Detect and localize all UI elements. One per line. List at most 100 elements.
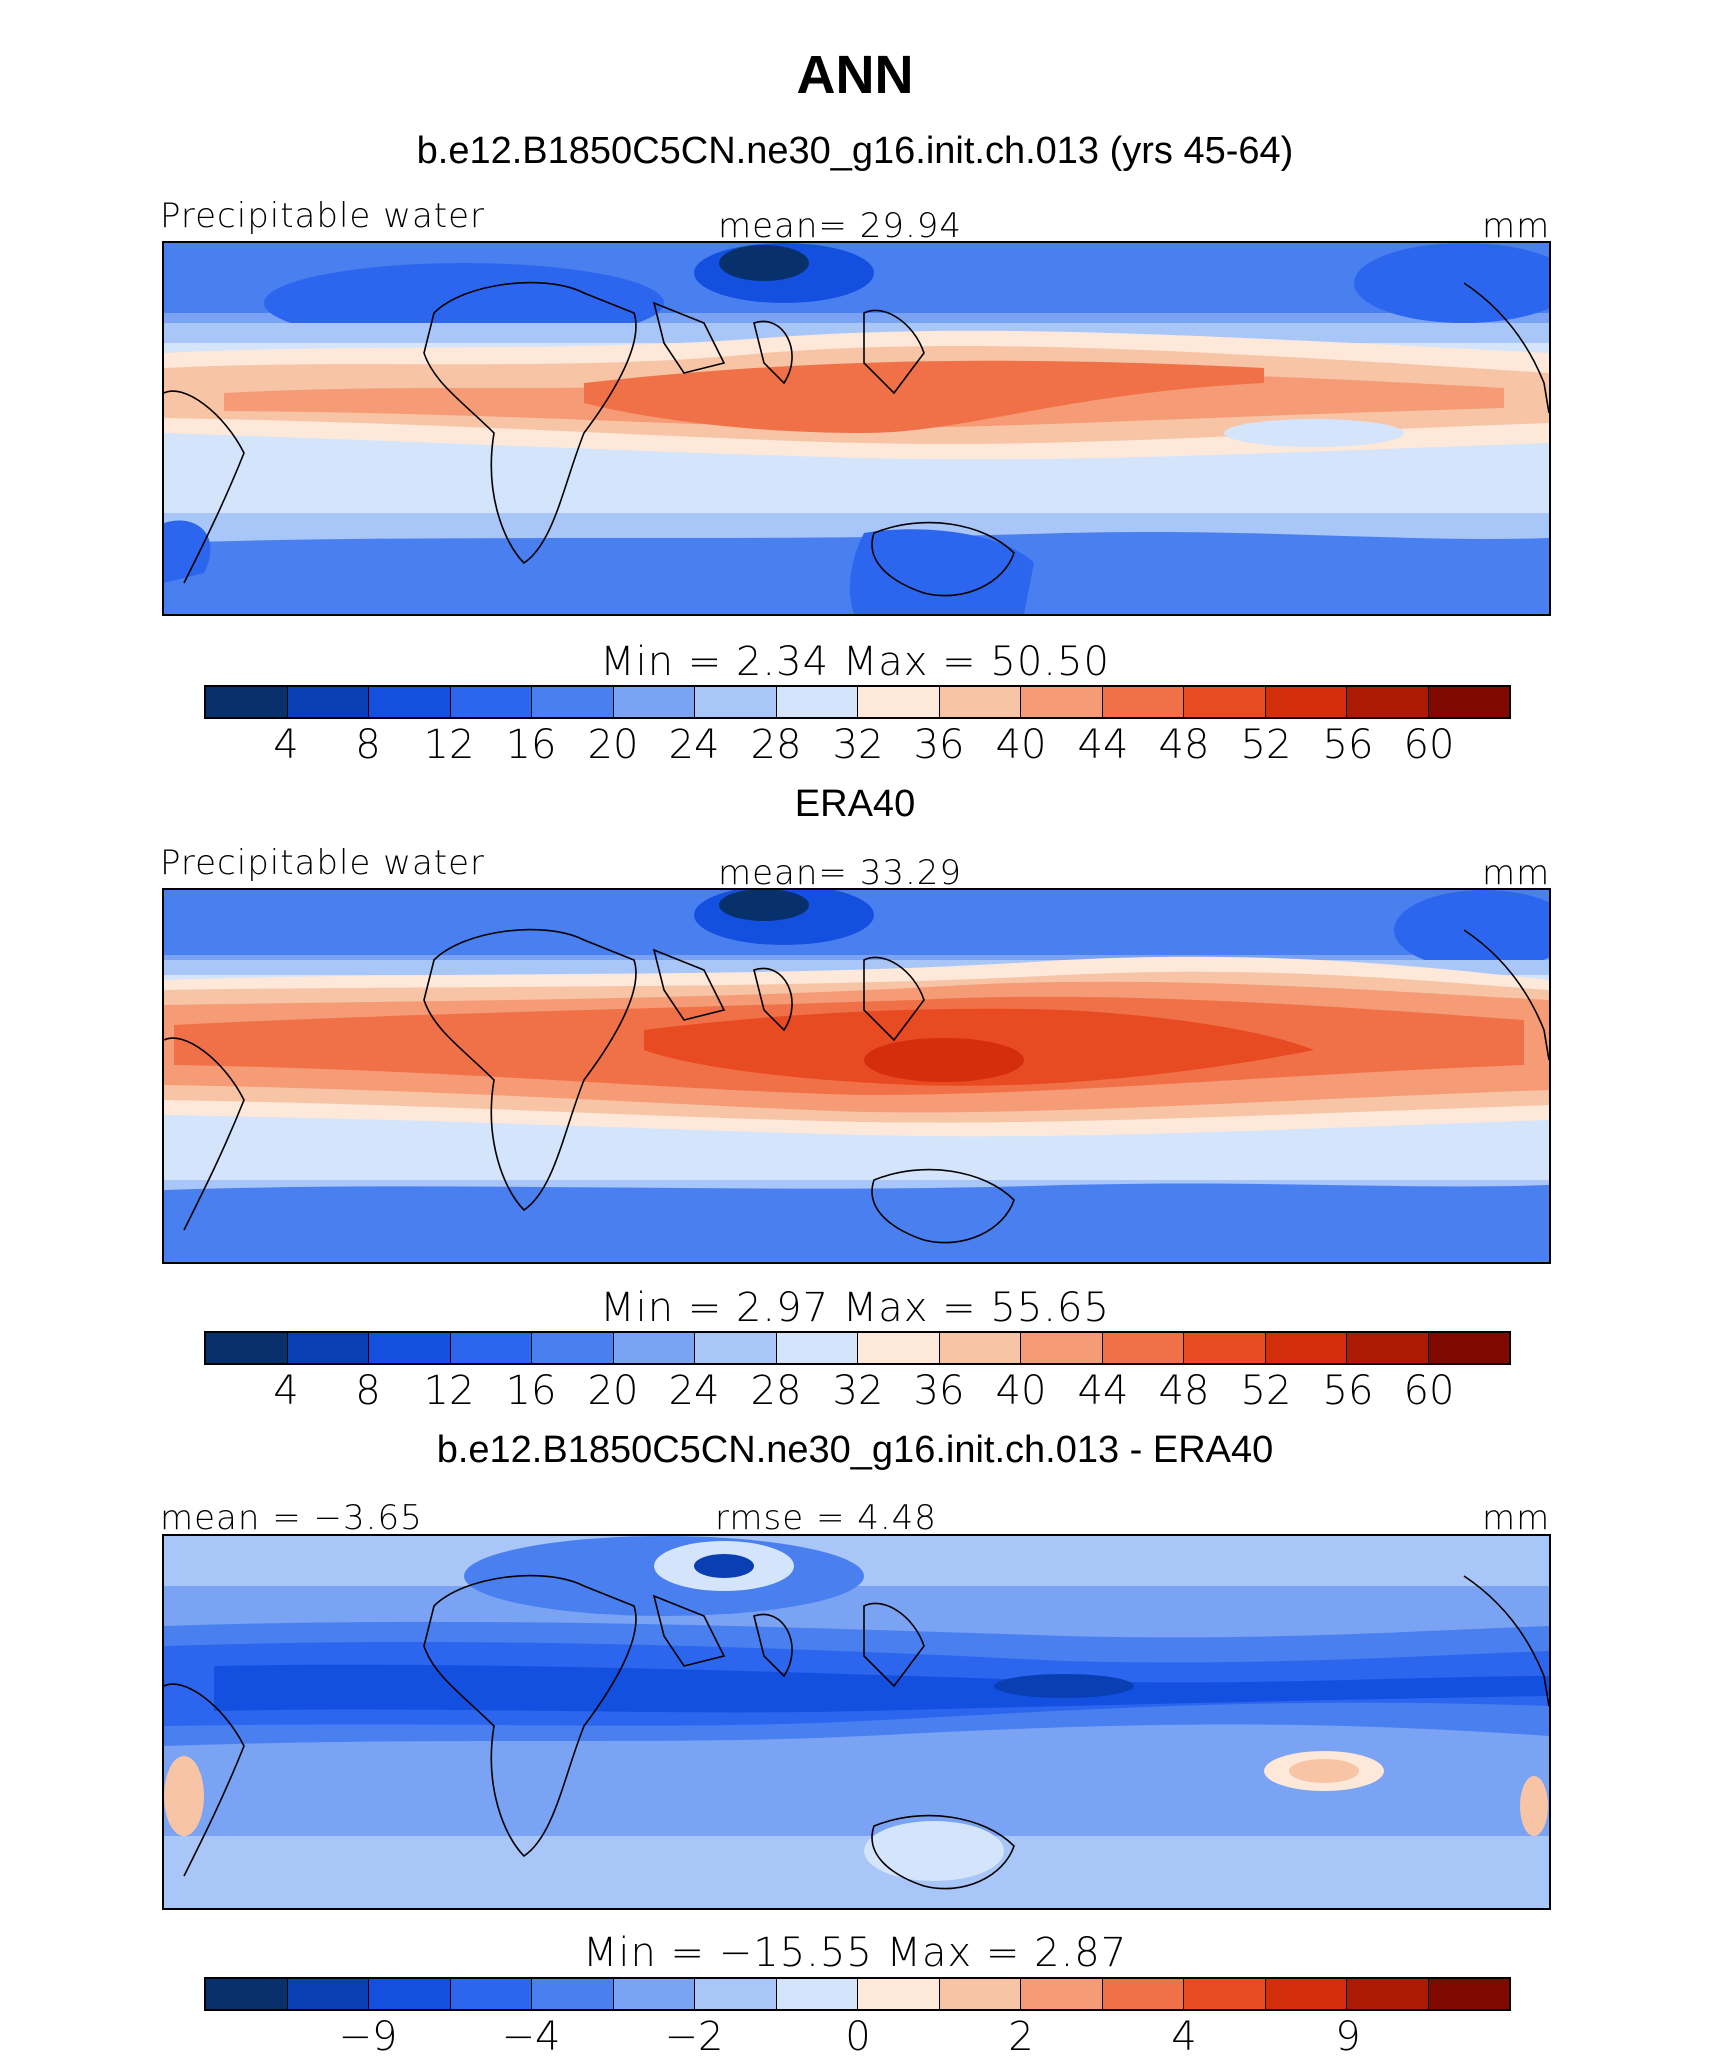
colorbar-bin (858, 1333, 940, 1363)
colorbar-bin (776, 687, 858, 717)
panel-1-min-max: Min = 2.34 Max = 50.50 (600, 639, 1110, 685)
colorbar-bin (1102, 1333, 1184, 1363)
colorbar-tick-label: 60 (1403, 1368, 1455, 1414)
colorbar-bin (1347, 687, 1429, 717)
colorbar-bin (450, 687, 532, 717)
colorbar-tick-label: 56 (1322, 1368, 1374, 1414)
panel-2-map-field (164, 890, 1549, 1262)
colorbar-bin (287, 1979, 369, 2009)
colorbar-bin (1347, 1979, 1429, 2009)
colorbar-tick-label: 32 (832, 722, 884, 768)
colorbar-tick-label: 40 (995, 722, 1047, 768)
colorbar-tick-label: 48 (1158, 722, 1210, 768)
colorbar-bin (695, 1333, 777, 1363)
panel-2-units-label: mm (1482, 853, 1551, 893)
colorbar-tick-label: 60 (1403, 722, 1455, 768)
colorbar-bin (369, 1333, 451, 1363)
colorbar-bin (532, 1333, 614, 1363)
panel-2-subtitle: ERA40 (794, 783, 916, 825)
colorbar-tick-label: 44 (1077, 1368, 1129, 1414)
colorbar-bin (1428, 1979, 1509, 2009)
colorbar-bin (532, 1979, 614, 2009)
colorbar-bin (287, 1333, 369, 1363)
colorbar-bin (1184, 687, 1266, 717)
panel-3-map (162, 1534, 1551, 1910)
colorbar-tick-label: 8 (355, 1368, 381, 1414)
colorbar-bin (939, 1979, 1021, 2009)
colorbar-bin (1021, 1333, 1103, 1363)
colorbar-tick-label: 28 (750, 722, 802, 768)
colorbar-tick-label: −4 (501, 2014, 561, 2060)
panel-2-min-max: Min = 2.97 Max = 55.65 (600, 1285, 1110, 1331)
colorbar-tick-label: 36 (913, 1368, 965, 1414)
colorbar-bin (450, 1333, 532, 1363)
colorbar-tick-label: 8 (355, 722, 381, 768)
colorbar-tick-label: 9 (1335, 2014, 1361, 2060)
colorbar-bin (776, 1333, 858, 1363)
colorbar-tick-label: 20 (587, 1368, 639, 1414)
colorbar-bin (1184, 1979, 1266, 2009)
colorbar-bin (776, 1979, 858, 2009)
colorbar-tick-label: 4 (273, 722, 299, 768)
colorbar-tick-label: 0 (845, 2014, 871, 2060)
panel-1-map (162, 241, 1551, 616)
colorbar-tick-label: −9 (338, 2014, 398, 2060)
colorbar-tick-label: 52 (1240, 722, 1292, 768)
colorbar-tick-label: 16 (505, 1368, 557, 1414)
colorbar-tick-label: 52 (1240, 1368, 1292, 1414)
panel-3-rmse-label: rmse = 4.48 (715, 1498, 937, 1538)
panel-1-colorbar-ticks: 4 8 12 16 20 24 28 32 36 40 44 48 52 56 … (0, 722, 1710, 772)
colorbar-bin (695, 1979, 777, 2009)
colorbar-bin (1021, 687, 1103, 717)
colorbar-bin (1102, 687, 1184, 717)
colorbar-tick-label: 24 (668, 1368, 720, 1414)
colorbar-tick-label: −2 (664, 2014, 724, 2060)
colorbar-bin (450, 1979, 532, 2009)
colorbar-tick-label: 20 (587, 722, 639, 768)
panel-1-subtitle: b.e12.B1850C5CN.ne30_g16.init.ch.013 (yr… (416, 130, 1294, 172)
panel-1-map-field (164, 243, 1549, 614)
colorbar-bin (1265, 1333, 1347, 1363)
panel-1-colorbar (204, 685, 1511, 719)
colorbar-bin (1265, 1979, 1347, 2009)
colorbar-tick-label: 48 (1158, 1368, 1210, 1414)
colorbar-bin (695, 687, 777, 717)
colorbar-bin (206, 687, 288, 717)
colorbar-bin (939, 1333, 1021, 1363)
colorbar-bin (287, 687, 369, 717)
colorbar-bin (206, 1333, 288, 1363)
panel-2-colorbar (204, 1331, 1511, 1365)
colorbar-tick-label: 40 (995, 1368, 1047, 1414)
colorbar-bin (369, 687, 451, 717)
colorbar-tick-label: 32 (832, 1368, 884, 1414)
colorbar-bin (532, 687, 614, 717)
colorbar-bin (206, 1979, 288, 2009)
colorbar-tick-label: 44 (1077, 722, 1129, 768)
colorbar-bin (858, 1979, 940, 2009)
colorbar-bin (1347, 1333, 1429, 1363)
panel-3-subtitle: b.e12.B1850C5CN.ne30_g16.init.ch.013 - E… (436, 1429, 1274, 1471)
colorbar-tick-label: 24 (668, 722, 720, 768)
colorbar-bin (1102, 1979, 1184, 2009)
panel-2-mean-label: mean= 33.29 (718, 853, 963, 893)
panel-1-variable-label: Precipitable water (160, 196, 486, 236)
panel-3-min-max: Min = −15.55 Max = 2.87 (582, 1930, 1128, 1976)
colorbar-tick-label: 16 (505, 722, 557, 768)
colorbar-bin (613, 1979, 695, 2009)
panel-3-mean-label: mean = −3.65 (160, 1498, 423, 1538)
panel-2-variable-label: Precipitable water (160, 843, 486, 883)
panel-2-map (162, 888, 1551, 1264)
colorbar-bin (1428, 687, 1509, 717)
colorbar-bin (1184, 1333, 1266, 1363)
colorbar-tick-label: 12 (423, 722, 475, 768)
colorbar-bin (858, 687, 940, 717)
colorbar-tick-label: 2 (1008, 2014, 1034, 2060)
colorbar-tick-label: 12 (423, 1368, 475, 1414)
colorbar-bin (613, 687, 695, 717)
colorbar-tick-label: 56 (1322, 722, 1374, 768)
colorbar-tick-label: 28 (750, 1368, 802, 1414)
colorbar-bin (369, 1979, 451, 2009)
colorbar-bin (613, 1333, 695, 1363)
panel-3-map-field (164, 1536, 1549, 1908)
colorbar-tick-label: 4 (273, 1368, 299, 1414)
